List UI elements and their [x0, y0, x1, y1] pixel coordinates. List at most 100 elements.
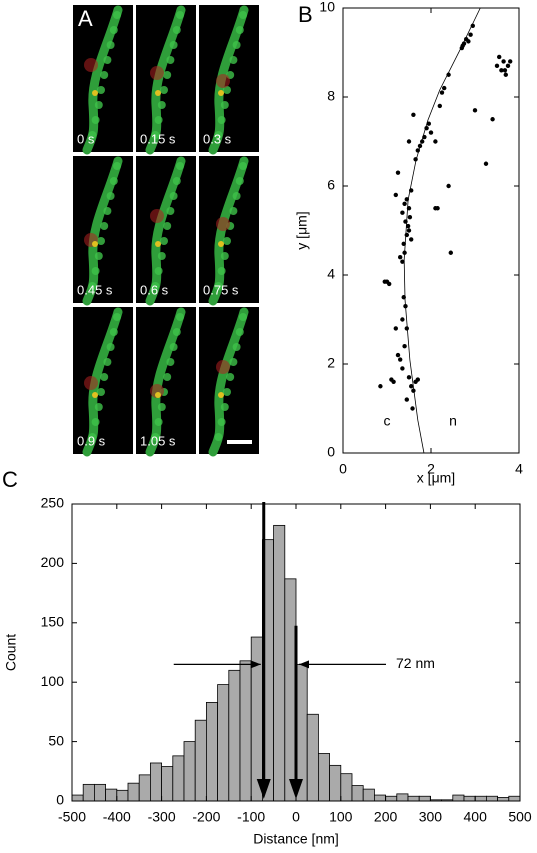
yellow-spot — [218, 241, 224, 247]
filament-spot — [214, 433, 223, 441]
y-tick-label: 4 — [327, 266, 335, 282]
histogram-bar — [306, 713, 319, 802]
filament-spot — [100, 373, 109, 381]
histogram-bar — [273, 524, 286, 802]
trace-line — [403, 7, 481, 454]
x-tick-label: 400 — [464, 809, 488, 825]
x-tick-label: 100 — [329, 809, 353, 825]
filament-spot — [88, 433, 97, 441]
scatter-point — [398, 255, 403, 260]
histogram-bar — [205, 701, 218, 802]
filament-spot — [169, 41, 178, 49]
filament-spot — [97, 237, 105, 245]
scatter-point — [442, 85, 447, 91]
micrograph: 0 s — [73, 5, 133, 155]
panel-label: B — [298, 2, 313, 27]
x-tick-label: 0 — [292, 809, 300, 825]
histogram-bar — [127, 782, 140, 802]
histogram-bar — [485, 795, 498, 802]
scatter-point — [402, 201, 407, 206]
scatter-point — [503, 72, 508, 77]
filament-spot — [220, 252, 229, 260]
x-tick-label: 200 — [374, 809, 398, 825]
filament-spot — [100, 71, 109, 79]
filament-spot — [226, 373, 235, 381]
filament-spot — [160, 86, 168, 94]
scatter-point — [413, 157, 418, 162]
filament-spot — [214, 282, 223, 290]
scatter-point — [468, 32, 473, 37]
histogram-bar — [407, 795, 420, 802]
y-tick-label: 10 — [319, 0, 335, 15]
y-tick-label: 150 — [41, 614, 65, 630]
y-tick-label: 50 — [48, 732, 64, 748]
histogram-bar — [385, 795, 398, 802]
filament-spot — [97, 86, 105, 94]
filament-spot — [217, 116, 226, 124]
filament-spot — [232, 192, 241, 200]
histogram-bar — [138, 774, 151, 802]
x-tick-label: -200 — [192, 809, 220, 825]
filament-spot — [217, 418, 226, 426]
filament-spot — [166, 358, 175, 366]
scatter-point — [466, 39, 471, 44]
filament-spot — [239, 11, 247, 19]
plot-frame — [342, 7, 520, 454]
filament-spot — [151, 282, 160, 290]
scatter-point — [472, 108, 478, 113]
scatter-point — [448, 250, 453, 255]
scatter-point — [404, 326, 409, 331]
histogram-bar — [317, 753, 330, 802]
scatter-point — [393, 192, 398, 198]
scatter-point — [400, 259, 405, 264]
x-tick-label: 300 — [419, 809, 443, 825]
filament-spot — [229, 207, 238, 215]
y-tick-label: 200 — [41, 554, 65, 570]
filament-spot — [157, 403, 166, 411]
scatter-point — [402, 250, 407, 255]
x-axis-label: x [μm] — [417, 470, 455, 486]
y-tick-label: 100 — [41, 673, 65, 689]
histogram-bar — [474, 795, 487, 802]
red-signal — [84, 376, 98, 390]
scatter-point — [406, 139, 412, 144]
marker-arrowhead — [289, 779, 303, 799]
filament-spot — [220, 403, 229, 411]
scatter-point — [439, 90, 445, 95]
filament-spot — [157, 101, 166, 109]
filament-spot — [97, 388, 105, 396]
scatter-point — [409, 188, 414, 193]
histogram-bar — [508, 795, 521, 802]
filament-spot — [109, 328, 118, 336]
width-arrowhead — [299, 660, 309, 669]
micrograph: 0.9 s — [73, 307, 133, 457]
scatter-point — [395, 352, 401, 358]
filament-spot — [232, 343, 241, 351]
scatter-point — [400, 317, 405, 322]
scatter-point — [400, 210, 405, 215]
scatter-point — [490, 117, 495, 122]
scatter-point — [420, 139, 425, 144]
histogram-bar — [418, 795, 431, 802]
yellow-spot — [155, 90, 161, 96]
histogram-bar — [94, 783, 107, 802]
histogram-bar — [351, 785, 364, 802]
histogram-bar — [172, 755, 185, 802]
red-signal — [216, 74, 230, 88]
micrograph — [199, 307, 259, 457]
filament-spot — [103, 207, 112, 215]
frame-label: 0.9 s — [77, 433, 106, 448]
filament-spot — [223, 86, 231, 94]
x-tick-label: -500 — [58, 809, 86, 825]
y-tick-label: 6 — [327, 177, 335, 193]
filament-spot — [100, 222, 109, 230]
scatter-point — [460, 43, 465, 49]
histogram-bar — [71, 794, 84, 802]
scatter-point — [502, 68, 508, 73]
scatter-point — [378, 384, 383, 389]
scatter-point — [395, 170, 401, 175]
scatter-point — [415, 148, 420, 153]
yellow-spot — [218, 90, 224, 96]
scatter-point — [415, 377, 420, 382]
filament-spot — [176, 313, 184, 321]
